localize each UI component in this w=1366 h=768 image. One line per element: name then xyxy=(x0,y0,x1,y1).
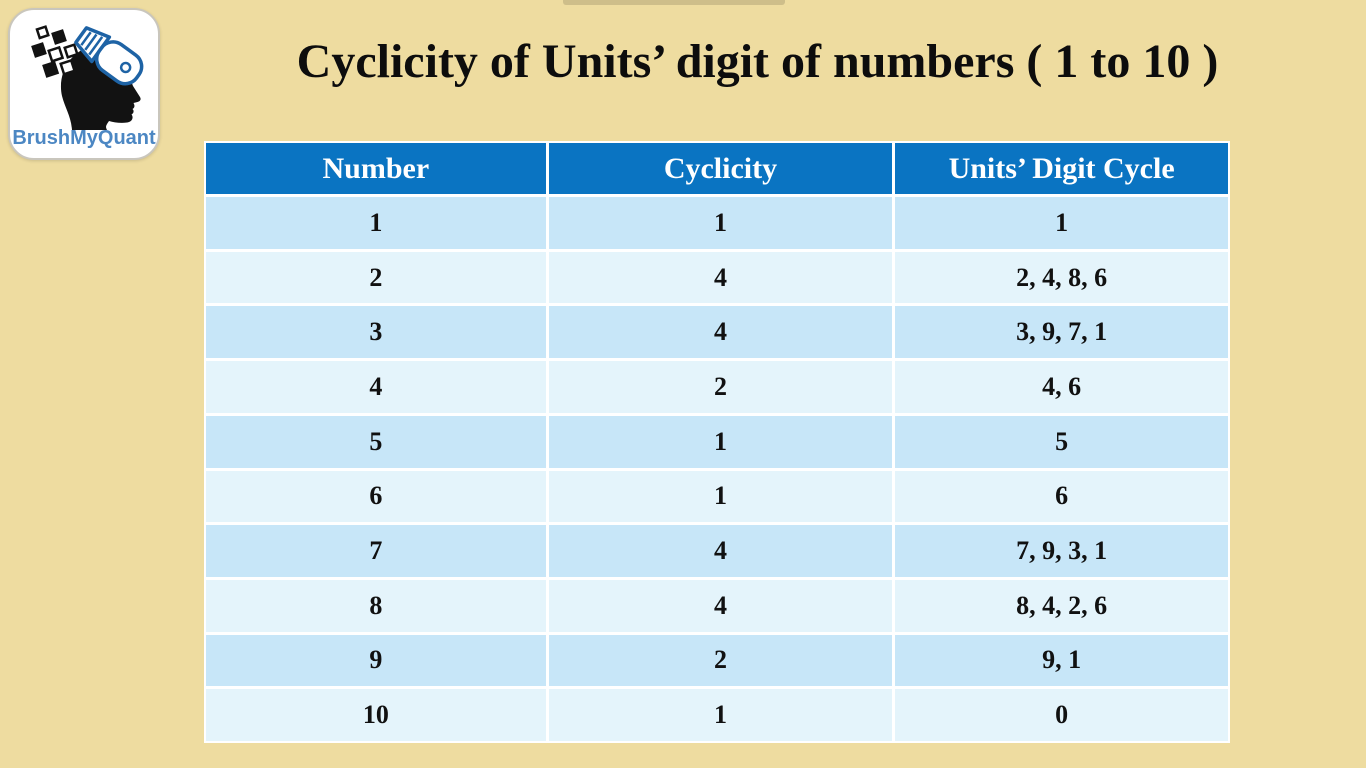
table-row: 4 2 4, 6 xyxy=(206,361,1228,413)
number-cell: 9 xyxy=(206,634,546,687)
number-cell: 6 xyxy=(206,470,546,523)
brush-icon xyxy=(74,26,144,86)
table-header-row: Number Cyclicity Units’ Digit Cycle xyxy=(206,143,1228,194)
brushmyquant-logo: BrushMyQuant xyxy=(8,8,160,160)
page-title: Cyclicity of Units’ digit of numbers ( 1… xyxy=(296,35,1219,88)
column-header-number: Number xyxy=(206,143,546,194)
units-digit-cycle-cell: 5 xyxy=(895,415,1228,468)
units-digit-cycle-cell: 7, 9, 3, 1 xyxy=(895,525,1228,577)
units-digit-cycle-cell: 6 xyxy=(895,470,1228,523)
number-cell: 4 xyxy=(206,361,546,413)
column-header-cyclicity: Cyclicity xyxy=(548,143,893,194)
units-digit-cycle-cell: 2, 4, 8, 6 xyxy=(895,251,1228,304)
logo-brand-text: BrushMyQuant xyxy=(12,127,156,149)
table-row: 2 4 2, 4, 8, 6 xyxy=(206,251,1228,304)
column-header-units-digit-cycle: Units’ Digit Cycle xyxy=(895,143,1228,194)
table-row: 10 1 0 xyxy=(206,689,1228,742)
number-cell: 5 xyxy=(206,415,546,468)
units-digit-cycle-cell: 3, 9, 7, 1 xyxy=(895,306,1228,359)
number-cell: 1 xyxy=(206,197,546,249)
table-row: 8 4 8, 4, 2, 6 xyxy=(206,579,1228,632)
units-digit-cycle-cell: 1 xyxy=(895,197,1228,249)
units-digit-cycle-cell: 4, 6 xyxy=(895,361,1228,413)
table-row: 3 4 3, 9, 7, 1 xyxy=(206,306,1228,359)
number-cell: 3 xyxy=(206,306,546,359)
table-row: 7 4 7, 9, 3, 1 xyxy=(206,525,1228,577)
units-digit-cycle-cell: 9, 1 xyxy=(895,634,1228,687)
cyclicity-cell: 4 xyxy=(548,251,893,304)
cyclicity-cell: 1 xyxy=(548,197,893,249)
logo-head-brush-icon xyxy=(31,25,144,130)
units-digit-cycle-cell: 0 xyxy=(895,689,1228,742)
number-cell: 10 xyxy=(206,689,546,742)
units-digit-cycle-cell: 8, 4, 2, 6 xyxy=(895,579,1228,632)
number-cell: 8 xyxy=(206,579,546,632)
checkered-squares xyxy=(31,25,89,78)
cyclicity-cell: 1 xyxy=(548,415,893,468)
cyclicity-cell: 1 xyxy=(548,470,893,523)
cyclicity-cell: 4 xyxy=(548,306,893,359)
cyclicity-cell: 4 xyxy=(548,579,893,632)
cyclicity-cell: 2 xyxy=(548,361,893,413)
cyclicity-cell: 4 xyxy=(548,525,893,577)
cyclicity-cell: 2 xyxy=(548,634,893,687)
cyclicity-cell: 1 xyxy=(548,689,893,742)
number-cell: 7 xyxy=(206,525,546,577)
number-cell: 2 xyxy=(206,251,546,304)
top-edge-shadow xyxy=(563,0,785,5)
table-row: 9 2 9, 1 xyxy=(206,634,1228,687)
